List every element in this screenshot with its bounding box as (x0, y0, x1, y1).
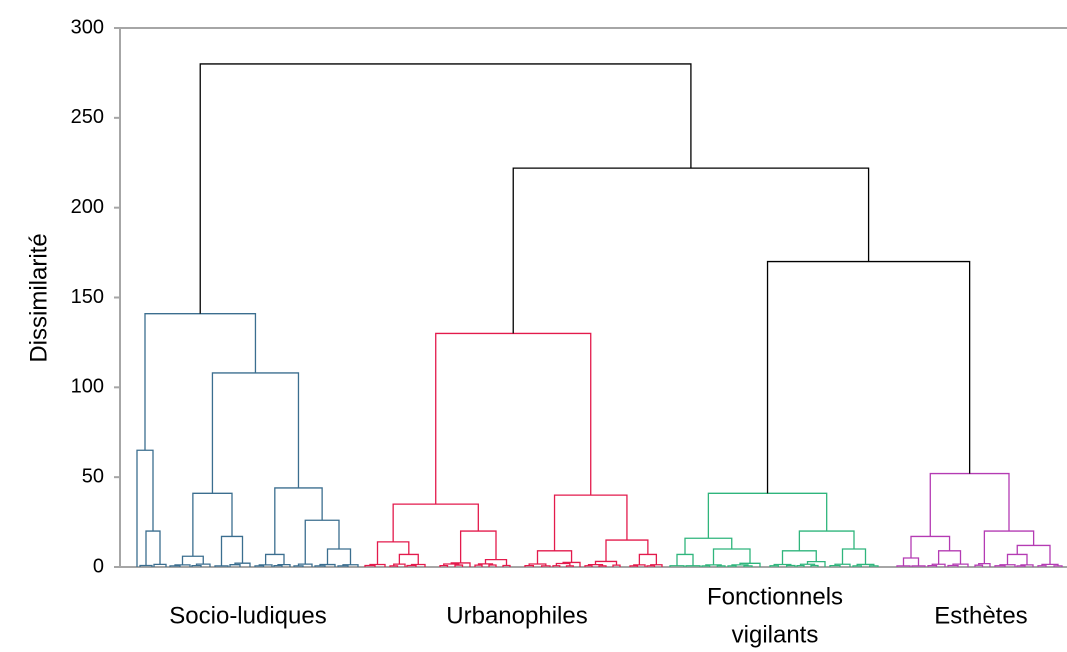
dendrogram-leaf-link (994, 565, 1006, 567)
dendrogram-link (459, 530, 497, 563)
cluster-esth-tes (896, 472, 1063, 567)
dendrogram-leaf-link (931, 563, 946, 567)
dendrogram-link (605, 539, 649, 562)
dendrogram-link (781, 550, 817, 565)
y-tick-label: 300 (71, 16, 104, 38)
dendrogram-link (264, 553, 285, 565)
dendrogram-leaf-link (829, 564, 841, 567)
dendrogram-link (435, 332, 592, 505)
dendrogram-link (220, 535, 244, 566)
cluster-socio-ludiques (136, 313, 359, 567)
dendrogram-leaf-link (952, 563, 969, 567)
cluster-fonctionnels-vigilants (669, 492, 879, 567)
y-tick-label: 100 (71, 376, 104, 398)
dendrogram-link (929, 472, 1010, 537)
dendrogram-leaf-link (229, 564, 241, 567)
dendrogram-leaf-link (234, 562, 251, 567)
dendrogram-link (136, 449, 154, 567)
dendrogram-leaf-link (806, 560, 826, 567)
dendrogram-link (707, 492, 828, 539)
dendrogram-link (199, 63, 692, 314)
cluster-label: vigilants (732, 621, 819, 648)
dendrogram-link (145, 530, 161, 566)
dendrogram-leaf-link (646, 565, 656, 567)
dendrogram-leaf-link (319, 563, 336, 567)
dendrogram-leaf-link (502, 564, 511, 567)
dendrogram-link (274, 487, 323, 555)
dendrogram-link (211, 372, 300, 494)
dendrogram-leaf-link (528, 563, 547, 566)
y-tick-label: 150 (71, 286, 104, 308)
dendrogram-link (326, 548, 352, 565)
dendrogram-link (983, 530, 1035, 564)
dendrogram-link (841, 548, 867, 565)
dendrogram-leaf-link (999, 564, 1016, 567)
dendrogram-link (937, 550, 962, 565)
dendrogram-leaf-link (669, 565, 685, 567)
dendrogram-leaf-link (1053, 565, 1063, 567)
dendrogram-link (553, 494, 628, 551)
dendrogram-link (910, 535, 951, 559)
dendrogram-link (766, 260, 971, 494)
dendrogram-link (902, 557, 920, 566)
dendrogram-link (798, 530, 855, 551)
dendrogram-leaf-link (484, 558, 508, 566)
y-axis-label: Dissimilarité (25, 233, 52, 362)
dendrogram-leaf-link (594, 560, 618, 566)
cluster-label: Fonctionnels (707, 583, 843, 610)
dendrogram-tree (136, 63, 1063, 567)
dendrogram-leaf-link (439, 564, 449, 567)
cluster-labels: Socio-ludiques Urbanophiles Fonctionnels vi… (169, 583, 1027, 648)
dendrogram-leaf-link (195, 563, 211, 567)
dendrogram-link (1006, 553, 1028, 565)
dendrogram-link (712, 548, 751, 565)
dendrogram-link (684, 537, 733, 555)
dendrogram-link (144, 313, 257, 451)
dendrogram-link (192, 492, 233, 557)
dendrogram-link (392, 503, 479, 542)
dendrogram-link (376, 541, 410, 565)
cluster-label: Socio-ludiques (169, 602, 326, 629)
dendrogram-leaf-link (474, 564, 483, 567)
dendrogram-leaf-link (650, 564, 663, 567)
axes (119, 27, 1067, 568)
cluster-label: Esthètes (934, 602, 1027, 629)
dendrogram-leaf-link (541, 565, 551, 567)
dendrogram-link (638, 553, 658, 565)
dendrogram-link (676, 553, 694, 566)
y-ticks: 0 50 100 150 200 250 300 (71, 16, 120, 577)
dendrogram-leaf-link (273, 565, 283, 567)
dendrogram-leaf-link (1041, 563, 1059, 566)
y-tick-label: 0 (93, 555, 104, 577)
y-tick-label: 50 (82, 465, 104, 487)
cluster-label: Urbanophiles (446, 602, 587, 629)
dendrogram-leaf-link (477, 563, 494, 566)
dendrogram-leaf-link (488, 564, 497, 567)
dendrogram-link (512, 167, 870, 334)
upper-links (199, 63, 971, 494)
dendrogram-leaf-link (191, 564, 202, 567)
dendrogram-link (304, 519, 340, 565)
y-tick-label: 250 (71, 106, 104, 128)
dendrogram-link (398, 553, 419, 565)
cluster-urbanophiles (364, 332, 663, 567)
y-tick-label: 200 (71, 196, 104, 218)
